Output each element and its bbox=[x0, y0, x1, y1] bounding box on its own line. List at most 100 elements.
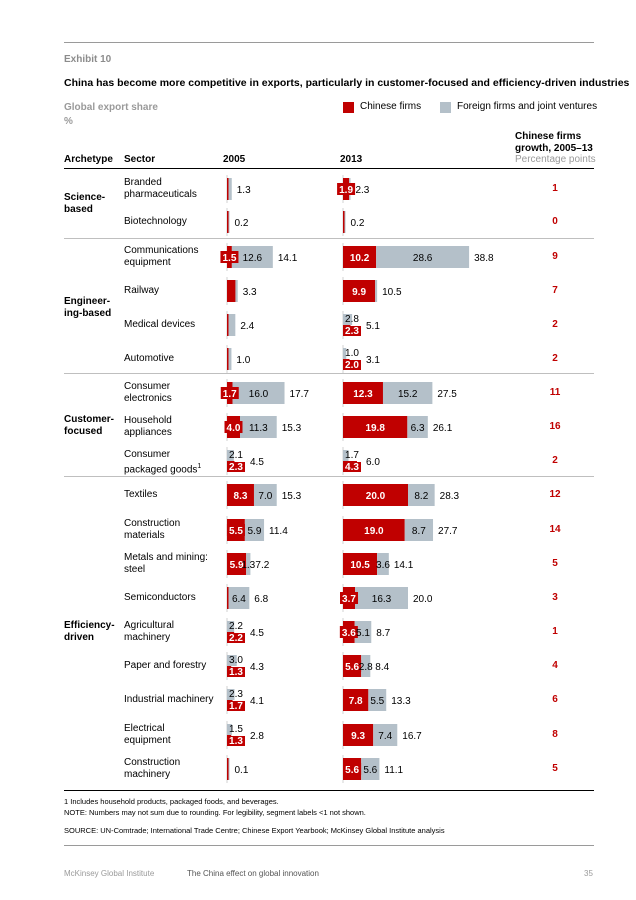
bar-2013-foreign-bar bbox=[407, 416, 428, 438]
sector-label-line: Household bbox=[124, 415, 172, 426]
subtitle-measure: Global export share bbox=[64, 102, 158, 113]
archetype-line: Engineer- bbox=[64, 296, 111, 307]
bar-2005-chinese-label: 5.9 bbox=[230, 560, 244, 571]
growth-value: 2 bbox=[552, 319, 558, 330]
bar-2013-foreign-bar bbox=[344, 211, 346, 233]
sector-label-line: Textiles bbox=[124, 489, 158, 500]
bar-2005-foreign-bar bbox=[232, 382, 285, 404]
bar-2005-foreign-bar bbox=[228, 178, 232, 200]
growth-value: 4 bbox=[552, 660, 558, 671]
bar-2005-total-label: 1.3 bbox=[237, 185, 251, 196]
bar-2013-total-label: 27.5 bbox=[437, 389, 457, 400]
legend-label-foreign: Foreign firms and joint ventures bbox=[457, 101, 598, 112]
bar-2013-foreign-label: 5.5 bbox=[370, 696, 384, 707]
sector-label-line: Metals and mining: bbox=[124, 552, 208, 563]
bar-2005-chinese-label-bg bbox=[220, 251, 239, 263]
bar-2013-foreign-label: 5.1 bbox=[356, 628, 370, 639]
bar-2013-total-label: 8.7 bbox=[376, 628, 390, 639]
bar-2005-foreign-bar bbox=[228, 758, 230, 780]
bar-2005-foreign-label: 3.0 bbox=[229, 655, 243, 666]
bar-2013-total-label: 5.1 bbox=[366, 321, 380, 332]
bar-2005-total-label: 3.3 bbox=[243, 287, 257, 298]
growth-value: 2 bbox=[552, 353, 558, 364]
col-sector-header: Sector bbox=[124, 154, 156, 165]
bar-2005-foreign-bar bbox=[227, 655, 237, 666]
bar-2013-chinese-label: 10.2 bbox=[350, 253, 370, 264]
bar-2005-chinese-label: 5.5 bbox=[229, 526, 243, 537]
bar-2013-total-label: 10.5 bbox=[382, 287, 402, 298]
chart-title: China has become more competitive in exp… bbox=[64, 77, 630, 89]
archetype-label: Efficiency- driven bbox=[64, 620, 115, 644]
sector-label: Construction machinery bbox=[124, 757, 180, 781]
sector-label: Consumer packaged goods1 bbox=[124, 449, 201, 476]
bar-2013-total-label: 0.2 bbox=[351, 218, 365, 229]
bar-2013-chinese-label-bg bbox=[343, 660, 362, 672]
bar-2013-total-label: 3.1 bbox=[366, 355, 380, 366]
bar-2013-chinese-bar bbox=[343, 484, 408, 506]
bar-2005-total-label: 4.3 bbox=[250, 662, 264, 673]
bar-2013-chinese-label: 19.8 bbox=[365, 423, 385, 434]
bar-2013-foreign-label: 7.4 bbox=[378, 731, 392, 742]
bar-2005-foreign-bar bbox=[240, 416, 277, 438]
bar-2013-chinese-label: 5.6 bbox=[345, 765, 359, 776]
bar-2005-chinese-label-bg bbox=[220, 387, 239, 399]
bar-2005-total-label: 0.1 bbox=[235, 765, 249, 776]
bar-2013-chinese-label-bg bbox=[343, 462, 361, 472]
bar-2013-chinese-label: 1.9 bbox=[339, 185, 353, 196]
top-rule bbox=[64, 42, 594, 43]
sector-label-line: Semiconductors bbox=[124, 592, 196, 603]
growth-header-line2: growth, 2005–13 bbox=[515, 143, 593, 154]
bar-2005-foreign-label: 1.3 bbox=[241, 560, 255, 571]
sector-label: Metals and mining: steel bbox=[124, 552, 208, 576]
bar-2013-foreign-bar bbox=[361, 758, 380, 780]
bar-2013-chinese-label: 3.6 bbox=[342, 628, 356, 639]
bar-2005-chinese-label: 1.3 bbox=[229, 667, 243, 678]
bar-2005-foreign-label: 2.1 bbox=[229, 450, 243, 461]
archetype-label: Customer- focused bbox=[64, 414, 114, 438]
bar-2005-total-label: 4.5 bbox=[250, 457, 264, 468]
bar-2013-foreign-label: 1.0 bbox=[345, 348, 359, 359]
bar-2005-chinese-label-bg bbox=[226, 524, 245, 536]
bar-2005-chinese-label: 2.3 bbox=[229, 462, 243, 473]
growth-value: 7 bbox=[552, 285, 558, 296]
sector-label-line: machinery bbox=[124, 769, 171, 780]
bar-2013-total-label: 2.3 bbox=[355, 185, 369, 196]
sector-label-line: equipment bbox=[124, 257, 171, 268]
sector-label-line: appliances bbox=[124, 427, 172, 438]
bar-2013-total-label: 20.0 bbox=[413, 594, 433, 605]
bar-2013-foreign-bar bbox=[373, 724, 398, 746]
bar-2013-total-label: 27.7 bbox=[438, 526, 458, 537]
bar-2013-foreign-bar bbox=[355, 587, 408, 609]
growth-value: 2 bbox=[552, 455, 558, 466]
footer-publisher: McKinsey Global Institute bbox=[64, 869, 155, 878]
bar-2005-total-label: 7.2 bbox=[255, 560, 269, 571]
bar-2013-foreign-bar bbox=[404, 519, 434, 541]
bar-2005-chinese-label-bg bbox=[227, 633, 245, 643]
growth-value: 9 bbox=[552, 251, 558, 262]
bar-2005-chinese-label: 1.7 bbox=[223, 389, 237, 400]
bar-2005-chinese-bar bbox=[227, 484, 254, 506]
sector-label: Electrical equipment bbox=[124, 723, 171, 747]
bar-2013-chinese-label: 2.0 bbox=[345, 360, 359, 371]
sector-label-line: packaged goods1 bbox=[124, 463, 202, 476]
growth-value: 12 bbox=[549, 489, 561, 500]
bar-2013-chinese-label: 3.7 bbox=[342, 594, 356, 605]
bar-2005-foreign-bar bbox=[244, 519, 265, 541]
bar-2013-chinese-label: 19.0 bbox=[364, 526, 384, 537]
bar-2013-chinese-label-bg bbox=[339, 626, 358, 638]
bar-2013-foreign-bar bbox=[376, 246, 470, 268]
footnote-note: NOTE: Numbers may not sum due to roundin… bbox=[64, 808, 366, 817]
archetype-line: Efficiency- bbox=[64, 620, 115, 631]
col-archetype-header: Archetype bbox=[64, 154, 113, 165]
sector-label-line: Construction bbox=[124, 757, 181, 768]
sector-label-line: machinery bbox=[124, 632, 171, 643]
bar-2005-total-label: 4.1 bbox=[250, 696, 264, 707]
bar-2005-foreign-label: 2.2 bbox=[229, 621, 243, 632]
bar-2013-chinese-label: 10.5 bbox=[350, 560, 370, 571]
sector-label-line: Electrical bbox=[124, 723, 165, 734]
bar-2005-foreign-bar bbox=[228, 587, 250, 609]
archetype-line: Science- bbox=[64, 192, 106, 203]
bar-2005-foreign-bar bbox=[228, 211, 230, 233]
group-divider bbox=[64, 373, 594, 374]
exhibit-label: Exhibit 10 bbox=[64, 54, 112, 65]
